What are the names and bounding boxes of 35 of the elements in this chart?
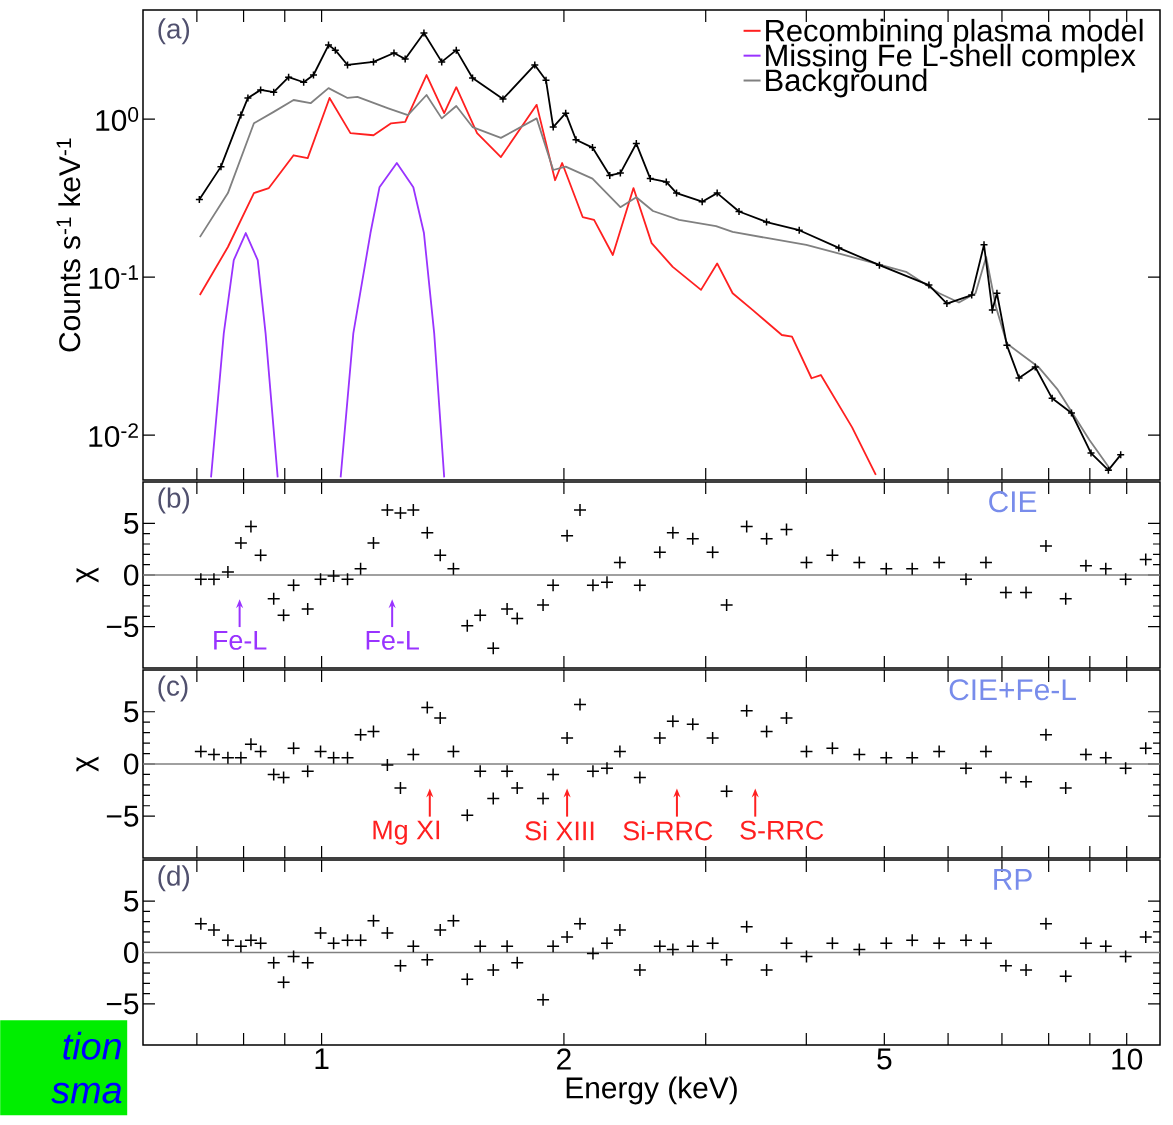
y-axis-title: Counts s$^{-1}$ keV$^{-1}$ bbox=[56, 138, 81, 352]
annotation: Fe-L bbox=[214, 631, 267, 650]
x-tick-label: 2 bbox=[557, 1048, 571, 1070]
y-axis-title: χ bbox=[76, 567, 99, 583]
y-tick-label: 5 bbox=[124, 701, 139, 723]
x-tick-label: 10 bbox=[1112, 1048, 1143, 1070]
y-tick-label: 0 bbox=[124, 564, 139, 586]
y-tick-label: 5 bbox=[124, 890, 139, 912]
y-tick-label: −5 bbox=[106, 805, 139, 827]
x-axis-title: Energy (keV) bbox=[566, 1076, 737, 1105]
text: sma bbox=[51, 1082, 122, 1104]
annotation: (c) bbox=[158, 675, 188, 702]
y-tick-label: 10$^{0}$ bbox=[96, 107, 139, 132]
x-tick-label: 5 bbox=[877, 1048, 892, 1070]
annotation: Si-RRC bbox=[623, 820, 713, 841]
y-tick-label: 5 bbox=[124, 512, 139, 534]
y-tick-label: −5 bbox=[106, 993, 139, 1015]
annotation: CIE+Fe-L bbox=[949, 679, 1076, 701]
annotation: CIE bbox=[989, 491, 1037, 513]
y-axis-title: χ bbox=[76, 756, 99, 772]
annotation: Si XIII bbox=[525, 820, 594, 841]
annotation: S-RRC bbox=[740, 820, 824, 840]
annotation: Fe-L bbox=[366, 631, 419, 650]
y-tick-label: 10$^{-1}$ bbox=[89, 265, 138, 289]
annotation: (d) bbox=[158, 865, 190, 892]
annotation: (a) bbox=[158, 18, 190, 45]
x-tick-label: 1 bbox=[315, 1048, 329, 1070]
y-tick-label: 10$^{-2}$ bbox=[89, 423, 138, 448]
y-tick-label: 0 bbox=[124, 941, 139, 964]
y-tick-label: −5 bbox=[106, 616, 139, 638]
annotation: Mg XI bbox=[373, 820, 440, 845]
y-tick-label: 0 bbox=[124, 753, 139, 775]
annotation: (b) bbox=[158, 487, 190, 514]
annotation: RP bbox=[994, 869, 1032, 890]
text: tion bbox=[63, 1031, 121, 1060]
